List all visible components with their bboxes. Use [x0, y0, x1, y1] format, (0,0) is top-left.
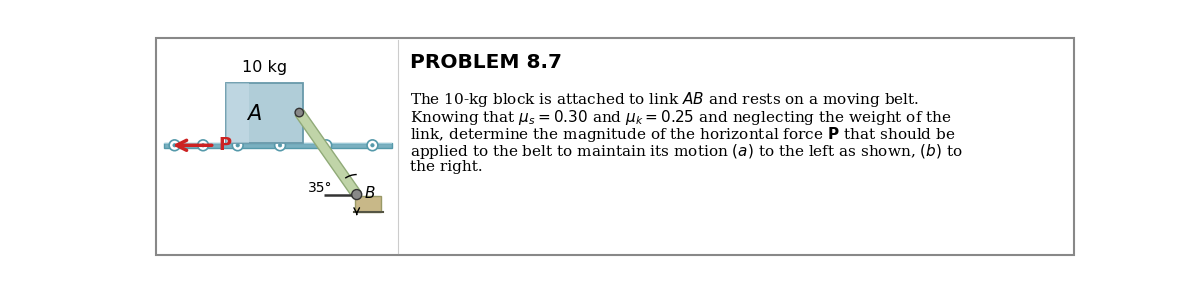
Text: 35°: 35°: [307, 182, 332, 195]
Circle shape: [367, 140, 378, 151]
Circle shape: [275, 140, 286, 151]
Text: The 10-kg block is attached to link $AB$ and rests on a moving belt.: The 10-kg block is attached to link $AB$…: [410, 90, 919, 109]
Text: 10 kg: 10 kg: [242, 60, 287, 75]
Circle shape: [278, 144, 282, 147]
Circle shape: [173, 144, 176, 147]
Text: link, determine the magnitude of the horizontal force $\mathbf{P}$ that should b: link, determine the magnitude of the hor…: [410, 125, 955, 144]
Bar: [355, 196, 382, 211]
Bar: [226, 83, 304, 143]
Bar: [163, 143, 391, 148]
Circle shape: [324, 144, 328, 147]
Circle shape: [169, 140, 180, 151]
Bar: [163, 143, 391, 144]
Circle shape: [202, 144, 205, 147]
Circle shape: [295, 108, 304, 117]
Circle shape: [320, 140, 331, 151]
Text: A: A: [247, 104, 262, 124]
Circle shape: [371, 144, 374, 147]
Text: Knowing that $\mu_s = 0.30$ and $\mu_k = 0.25$ and neglecting the weight of the: Knowing that $\mu_s = 0.30$ and $\mu_k =…: [410, 108, 952, 126]
Text: P: P: [218, 135, 232, 153]
Text: B: B: [365, 186, 374, 200]
Text: PROBLEM 8.7: PROBLEM 8.7: [410, 53, 562, 72]
Circle shape: [236, 144, 239, 147]
Circle shape: [198, 140, 209, 151]
Polygon shape: [295, 110, 361, 197]
Bar: [226, 83, 250, 143]
Circle shape: [233, 140, 244, 151]
Text: applied to the belt to maintain its motion $(a)$ to the left as shown, $(b)$ to: applied to the belt to maintain its moti…: [410, 142, 962, 161]
Text: the right.: the right.: [410, 160, 482, 173]
Circle shape: [352, 190, 361, 200]
